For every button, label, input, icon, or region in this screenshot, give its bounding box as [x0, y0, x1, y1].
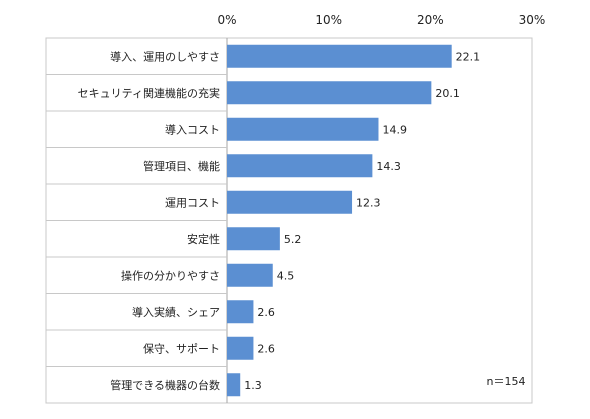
category-label: 安定性 — [187, 232, 220, 246]
x-tick-label: 10% — [315, 13, 342, 27]
bar — [227, 190, 353, 214]
category-label: 操作の分かりやすさ — [121, 268, 220, 282]
value-label: 1.3 — [244, 379, 262, 392]
value-label: 14.3 — [376, 160, 401, 173]
category-label: 管理項目、機能 — [143, 159, 220, 173]
category-label: 運用コスト — [165, 196, 220, 209]
value-label: 22.1 — [456, 50, 481, 63]
bar — [227, 81, 432, 105]
bar — [227, 373, 241, 397]
bar — [227, 154, 373, 178]
category-label: 導入、運用のしやすさ — [110, 49, 220, 63]
value-label: 14.9 — [382, 123, 407, 136]
bar — [227, 263, 273, 287]
category-label: 導入実績、シェア — [132, 305, 220, 319]
bar — [227, 44, 452, 68]
category-label: 管理できる機器の台数 — [110, 378, 220, 392]
category-label: セキュリティ関連機能の充実 — [78, 86, 220, 100]
value-label: 5.2 — [284, 233, 302, 246]
x-tick-label: 20% — [417, 13, 444, 27]
x-tick-label: 30% — [519, 13, 546, 27]
value-label: 20.1 — [435, 87, 460, 100]
bar — [227, 300, 254, 324]
bar — [227, 117, 379, 141]
value-label: 2.6 — [257, 342, 275, 355]
category-label: 保守、サポート — [143, 341, 220, 355]
category-label: 導入コスト — [165, 122, 220, 136]
bar — [227, 336, 254, 360]
value-label: 12.3 — [356, 196, 381, 209]
sample-size-note: n＝154 — [487, 375, 526, 388]
bar — [227, 227, 280, 251]
value-label: 2.6 — [257, 306, 275, 319]
value-label: 4.5 — [277, 269, 295, 282]
x-tick-label: 0% — [217, 13, 236, 27]
